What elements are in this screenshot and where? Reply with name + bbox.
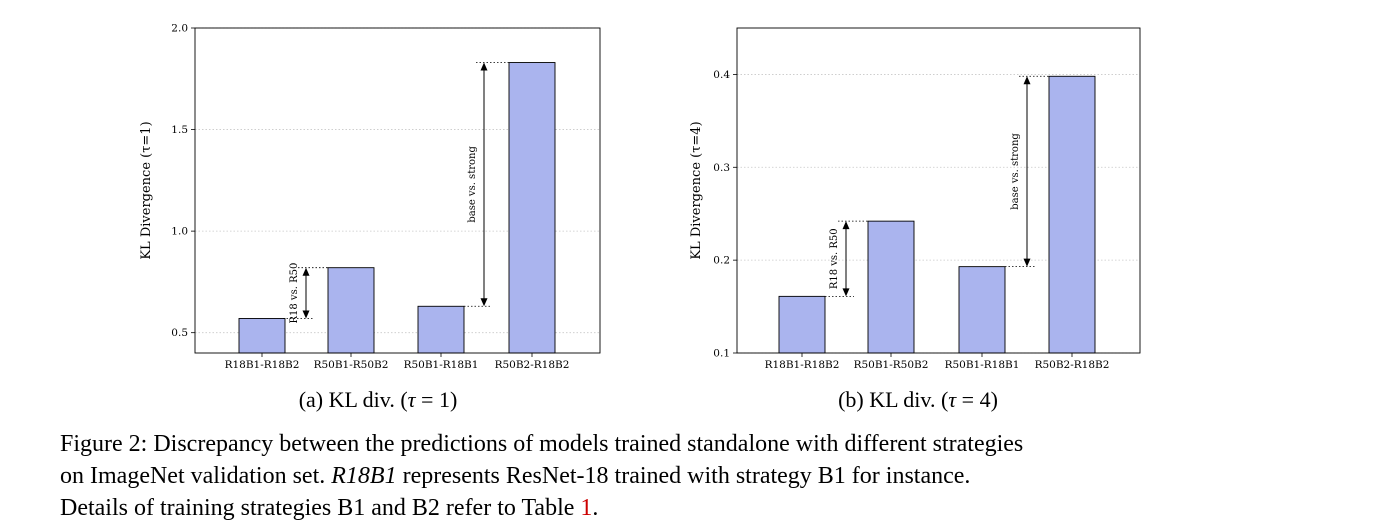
annotation-label: R18 vs. R50 [289,263,300,324]
caption-text: Details of training strategies B1 and B2… [60,495,581,521]
x-tick-label: R18B1-R18B2 [225,359,300,371]
arrow-up-icon [302,267,310,276]
bar [778,295,826,354]
caption-line-2: on ImageNet validation set. R18B1 repres… [60,460,1260,492]
arrow-down-icon [480,298,488,307]
caption-line-3: Details of training strategies B1 and B2… [60,492,1260,524]
chart-panel-a: 0.5 1.0 1.5 2.0 R18B1-R18B2 R50B1-R50B2 R50B1-… [139,23,601,412]
arrow-down-icon [842,288,850,297]
bar [1048,75,1096,354]
caption-text: . [592,495,599,521]
caption-text: on ImageNet validation set. [60,463,332,489]
y-tick-label: 0.2 [713,255,730,267]
y-tick-label: 0.3 [713,162,730,174]
plot-frame [736,27,1141,354]
y-tick-label: 0.1 [713,348,730,360]
bar [958,266,1006,354]
arrow-up-icon [842,221,850,230]
y-tick-label: 1.5 [171,124,188,136]
x-tick-label: R50B1-R50B2 [854,359,929,371]
caption-text: represents ResNet-18 trained with strate… [396,463,971,489]
annotation-label: R18 vs. R50 [829,228,840,289]
figure-caption: Figure 2: Discrepancy between the predic… [60,428,1260,524]
y-tick-label: 0.5 [171,327,188,339]
x-tick-label: R50B1-R18B1 [404,359,479,371]
caption-line-1: Figure 2: Discrepancy between the predic… [60,428,1260,460]
x-tick-label: R50B1-R50B2 [314,359,389,371]
x-tick-label: R18B1-R18B2 [765,359,840,371]
x-tick-label: R50B1-R18B1 [945,359,1020,371]
annotation-label: base vs. strong [1010,133,1021,210]
x-tick-label: R50B2-R18B2 [1035,359,1110,371]
bar [417,305,465,354]
bar [238,318,286,354]
bar [867,220,915,354]
y-tick-label: 1.0 [171,226,188,238]
bar [327,267,375,354]
arrow-up-icon [480,62,488,71]
subfigure-caption: (b) KL div. (τ = 4) [838,387,998,412]
table-reference-link[interactable]: 1 [580,495,593,521]
chart-panel-b: 0.1 0.2 0.3 0.4 R18B1-R18B2 R50B1-R50B2 R50B1-… [689,27,1141,412]
caption-emphasis: R18B1 [331,463,397,489]
y-axis-label: KL Divergence (τ=1) [139,121,154,259]
arrow-up-icon [1023,76,1031,85]
caption-text: Figure 2: Discrepancy between the predic… [60,431,1024,457]
bar [508,62,556,354]
y-tick-label: 0.4 [713,69,730,81]
plot-frame [194,27,601,354]
subfigure-caption: (a) KL div. (τ = 1) [299,387,458,412]
annotation-label: base vs. strong [467,146,478,223]
arrow-down-icon [302,310,310,319]
arrow-down-icon [1023,258,1031,267]
x-tick-label: R50B2-R18B2 [495,359,570,371]
y-tick-label: 2.0 [171,23,188,35]
y-axis-label: KL Divergence (τ=4) [689,121,704,259]
